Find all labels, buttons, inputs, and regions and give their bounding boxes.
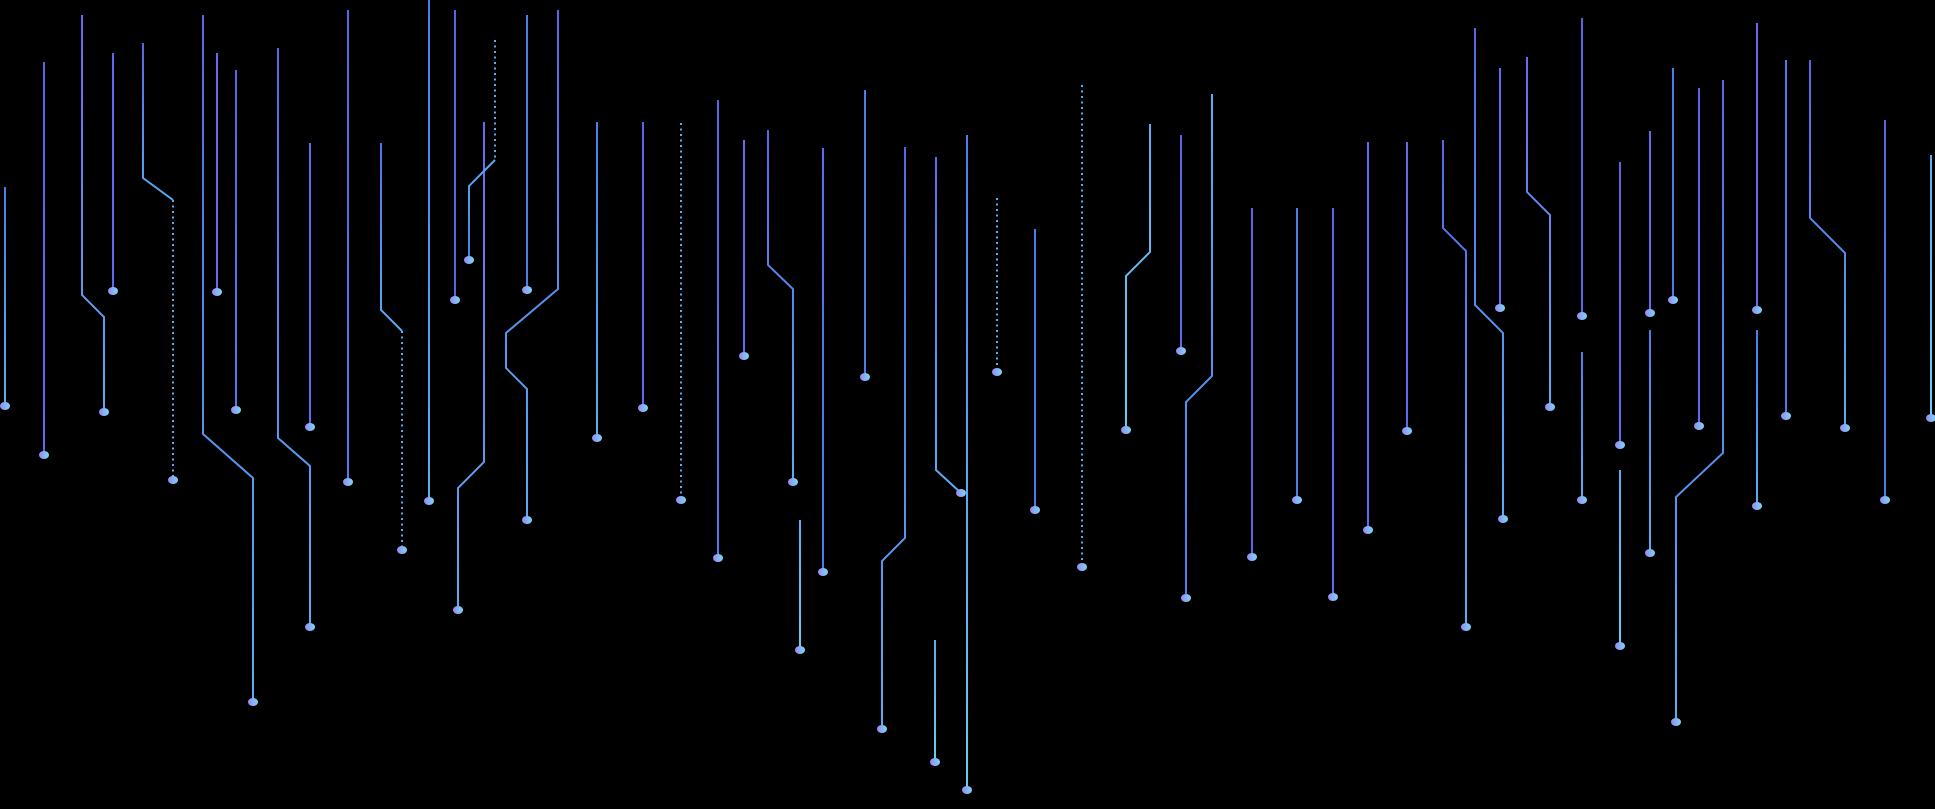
line-endpoint-dot [1176,347,1186,355]
line-endpoint-dot [930,758,940,766]
line-endpoint-dot [1615,642,1625,650]
line-endpoint-dot [860,373,870,381]
circuit-line [1526,57,1551,407]
line-endpoint-dot [1577,496,1587,504]
circuit-line [81,15,105,412]
line-endpoint-dot [1402,427,1412,435]
line-endpoint-dot [424,497,434,505]
line-endpoint-dot [108,287,118,295]
line-endpoint-dot [1247,553,1257,561]
line-endpoint-dot [212,288,222,296]
line-endpoint-dot [305,623,315,631]
line-endpoint-dot [739,352,749,360]
line-endpoint-dot [1121,426,1131,434]
line-endpoint-dot [1668,296,1678,304]
circuit-line [1809,60,1846,428]
line-endpoint-dot [592,434,602,442]
line-endpoint-dot [464,256,474,264]
circuit-line [380,143,403,332]
line-endpoint-dot [1363,526,1373,534]
line-endpoint-dot [713,554,723,562]
line-endpoint-dot [39,451,49,459]
circuit-line [457,122,485,610]
line-endpoint-dot [638,404,648,412]
line-endpoint-dot [788,478,798,486]
line-endpoint-dot [795,646,805,654]
circuit-line [1474,28,1504,519]
line-endpoint-dot [1545,403,1555,411]
circuit-line [277,48,311,627]
line-endpoint-dot [1671,718,1681,726]
line-endpoint-dot [1694,422,1704,430]
line-endpoint-dot [1292,496,1302,504]
line-endpoint-dot [1495,304,1505,312]
line-endpoint-dot [877,725,887,733]
line-endpoint-dot [1752,502,1762,510]
line-endpoint-dot [1645,549,1655,557]
line-endpoint-dot [1880,496,1890,504]
line-endpoint-dot [1752,306,1762,314]
circuit-line [142,43,174,201]
circuit-line [1675,80,1724,722]
circuit-line [767,130,794,482]
line-endpoint-dot [522,286,532,294]
line-endpoint-dot [1781,412,1791,420]
circuit-line [468,159,496,260]
line-endpoint-dot [1077,563,1087,571]
line-endpoint-dot [522,516,532,524]
line-endpoint-dot [231,406,241,414]
line-endpoint-dot [1328,593,1338,601]
circuit-line [1125,124,1151,430]
line-endpoint-dot [818,568,828,576]
circuit-line [1442,140,1467,627]
line-endpoint-dot [397,546,407,554]
circuit-line [505,10,559,520]
line-endpoint-dot [343,478,353,486]
line-endpoint-dot [1926,414,1935,422]
line-endpoint-dot [453,606,463,614]
circuit-line [1185,94,1213,598]
circuit-line [881,147,906,729]
circuit-line [202,15,254,702]
line-endpoint-dot [1645,309,1655,317]
line-endpoint-dot [450,296,460,304]
line-endpoint-dot [248,698,258,706]
line-endpoint-dot [305,423,315,431]
line-endpoint-dot [1030,506,1040,514]
circuit-line [935,157,962,494]
line-endpoint-dot [99,408,109,416]
line-endpoint-dot [0,402,10,410]
line-endpoint-dot [962,786,972,794]
line-endpoint-dot [1461,623,1471,631]
line-endpoint-dot [1498,515,1508,523]
line-endpoint-dot [1840,424,1850,432]
line-endpoint-dot [1181,594,1191,602]
line-endpoint-dot [676,496,686,504]
line-endpoint-dot [992,368,1002,376]
line-endpoint-dot [1577,312,1587,320]
line-endpoint-dot [168,476,178,484]
line-endpoint-dot [1615,441,1625,449]
line-endpoint-dot [956,489,966,497]
